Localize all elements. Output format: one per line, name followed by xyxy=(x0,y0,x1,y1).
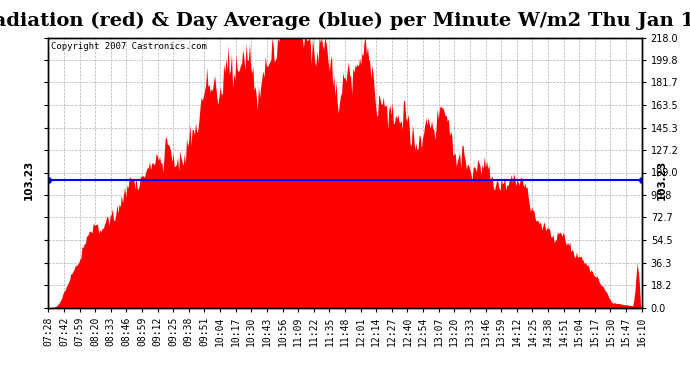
Text: Solar Radiation (red) & Day Average (blue) per Minute W/m2 Thu Jan 18 16:33: Solar Radiation (red) & Day Average (blu… xyxy=(0,11,690,30)
Text: 103.23: 103.23 xyxy=(656,159,667,200)
Text: 103.23: 103.23 xyxy=(23,159,34,200)
Text: Copyright 2007 Castronics.com: Copyright 2007 Castronics.com xyxy=(51,42,207,51)
